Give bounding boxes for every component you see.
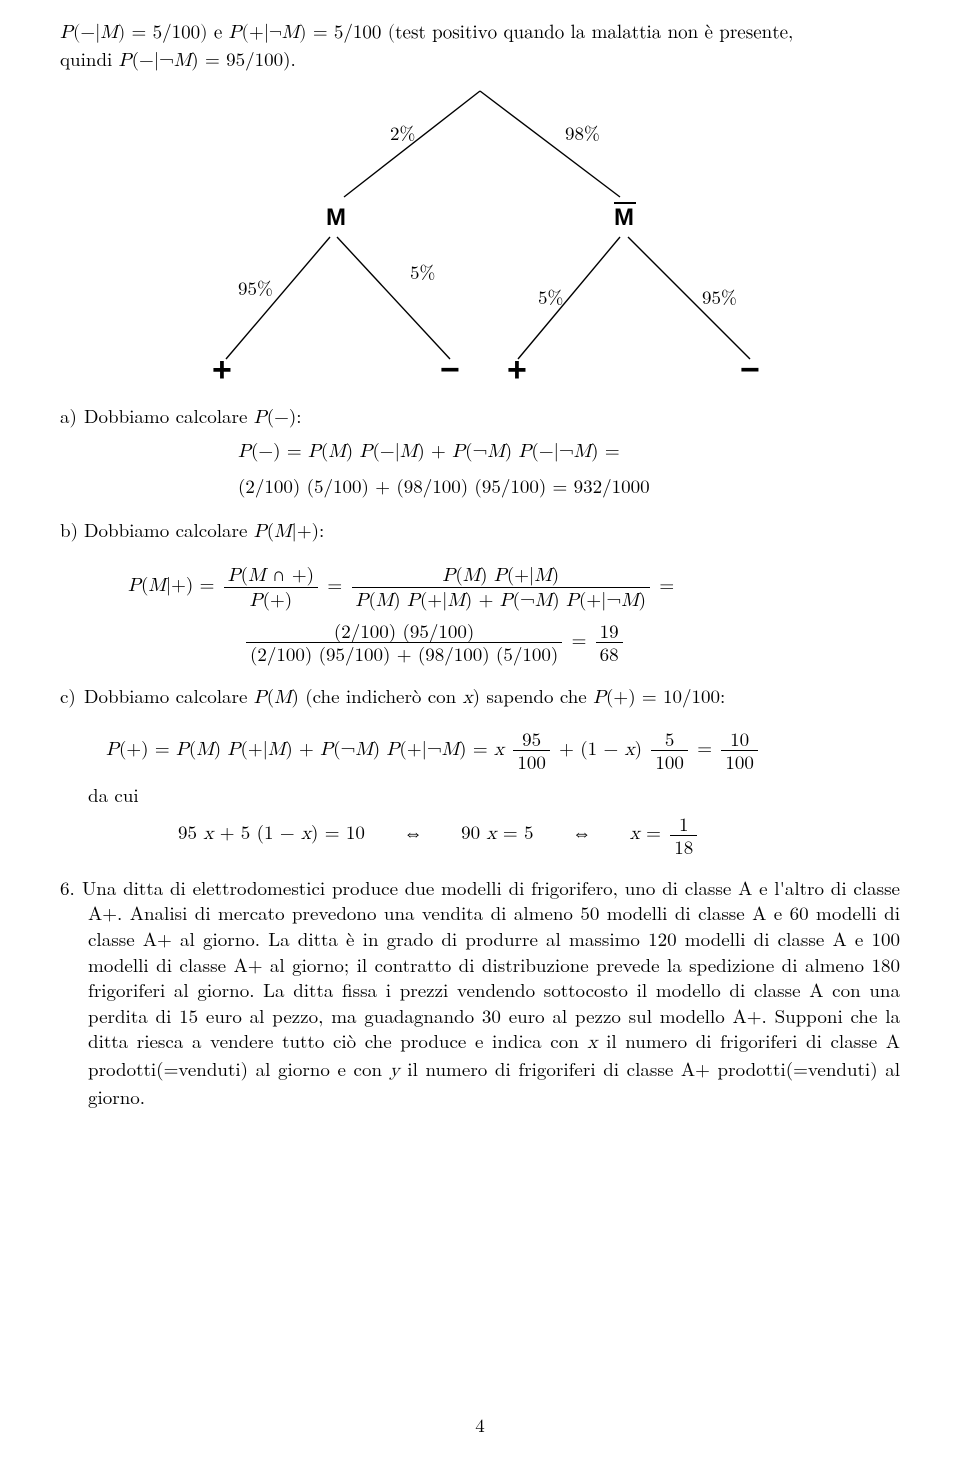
item-b-end: = [659, 570, 674, 597]
item-c-iff1: ⇔ [404, 818, 423, 845]
tree-negM: 5% [410, 258, 435, 285]
item-b-label: b) [60, 517, 84, 543]
item-c-text: Dobbiamo calcolare P(M) (che indicherò c… [84, 682, 725, 709]
tree-pNotM: 98% [565, 119, 600, 146]
item-c-iff2: ⇔ [572, 818, 591, 845]
item-c-eq: = [697, 734, 718, 761]
probability-tree: 2% 98% M M 95% 5% 5% 95% + − + − [140, 79, 820, 389]
item-c-label: c) [60, 683, 84, 709]
tree-M: M [326, 204, 346, 231]
item-a-eq2: (2/100) (5/100) + (98/100) (95/100) = 93… [238, 473, 900, 499]
question-6-body: Una ditta di elettrodomestici produce du… [82, 874, 900, 1110]
intro-line2: quindi P(−|¬M) = 95/100). [60, 45, 296, 72]
item-c-eq2b: 90 x = 5 [461, 818, 533, 845]
tree-leaf-plus-1: + [212, 351, 232, 389]
item-c-eq2a: 95 x + 5 (1 − x) = 10 [178, 818, 365, 845]
item-b-eq-lhs: P(M|+) = [128, 570, 221, 597]
item-c-frac1: 95 100 [513, 729, 550, 772]
question-6-number: 6. [60, 875, 82, 901]
item-a-label: a) [60, 403, 84, 429]
tree-leaf-plus-2: + [507, 351, 527, 389]
tree-negNotM: 95% [702, 283, 737, 310]
item-b-text: Dobbiamo calcolare P(M|+): [84, 516, 324, 543]
item-b-frac4: 19 68 [596, 621, 623, 664]
item-c-frac2: 5 100 [651, 729, 688, 772]
intro-line1: P(−|M) = 5/100) e P(+|¬M) = 5/100 (test … [60, 23, 793, 42]
item-c-dacui: da cui [88, 782, 900, 808]
item-c-eq2c: x = [630, 818, 667, 845]
tree-pM: 2% [390, 119, 415, 146]
item-c-mid: + (1 − x) [559, 734, 648, 761]
tree-posNotM: 5% [538, 283, 563, 310]
tree-leaf-minus-2: − [740, 351, 760, 389]
item-b-frac2: P(M) P(+|M) P(M) P(+|M) + P(¬M) P(+|¬M) [352, 564, 651, 611]
item-a: a)Dobbiamo calcolare P(−): P(−) = P(M) P… [88, 403, 900, 498]
item-a-eq1: P(−) = P(M) P(−|M) + P(¬M) P(−|¬M) = [238, 437, 900, 465]
page-number: 4 [60, 1412, 900, 1438]
tree-leaf-minus-1: − [440, 351, 460, 389]
tree-Mbar: M [614, 203, 636, 231]
item-b-frac3: (2/100) (95/100) (2/100) (95/100) + (98/… [246, 621, 562, 664]
item-b-mid1: = [327, 570, 348, 597]
item-c-eq1-lhs: P(+) = P(M) P(+|M) + P(¬M) P(+|¬M) = x [106, 734, 510, 761]
item-a-text: Dobbiamo calcolare P(−): [84, 402, 302, 429]
item-b-frac1: P(M ∩ +) P(+) [224, 564, 318, 611]
item-c: c)Dobbiamo calcolare P(M) (che indicherò… [88, 683, 900, 857]
item-c-frac4: 1 18 [670, 814, 697, 857]
item-b-mid2: = [572, 625, 593, 652]
question-6: 6.Una ditta di elettrodomestici produce … [60, 875, 900, 1110]
item-c-frac3: 10 100 [721, 729, 758, 772]
item-b: b)Dobbiamo calcolare P(M|+): P(M|+) = P(… [88, 517, 900, 663]
intro-text: P(−|M) = 5/100) e P(+|¬M) = 5/100 (test … [60, 18, 900, 73]
svg-text:M: M [614, 204, 634, 231]
tree-posM: 95% [238, 274, 273, 301]
